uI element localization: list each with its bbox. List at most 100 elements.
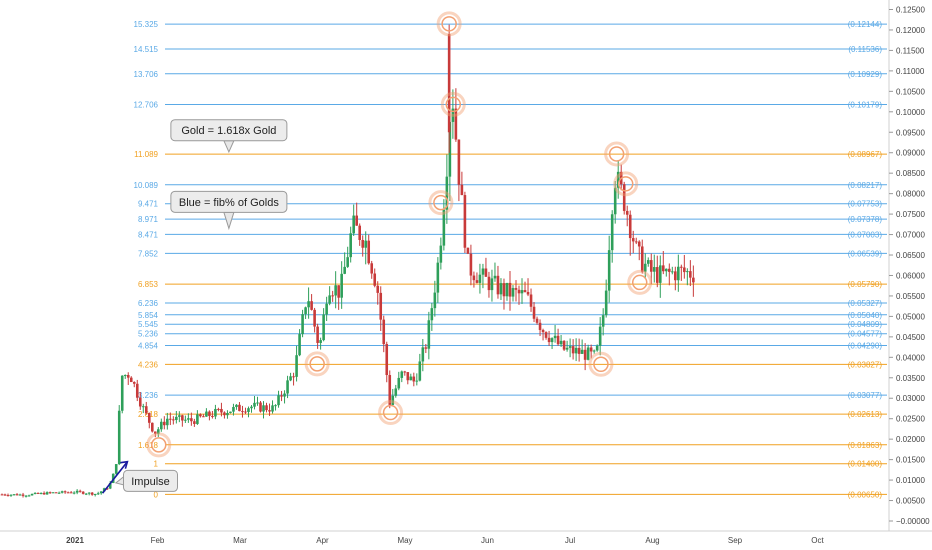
price-axis: −0.00000 0.00500 0.01000 0.01500 0.02000 0.02… bbox=[888, 0, 930, 531]
price-tick-label: −0.00000 bbox=[896, 517, 930, 526]
candle-body bbox=[220, 408, 223, 413]
candle-body bbox=[39, 492, 43, 494]
candle-body bbox=[105, 488, 109, 490]
fib-label-right: (0.04577) bbox=[848, 330, 883, 339]
candle-body bbox=[388, 375, 392, 405]
price-tick-label: 0.07500 bbox=[896, 210, 925, 219]
candle-body bbox=[493, 275, 497, 279]
candle-body bbox=[343, 266, 346, 274]
date-label: May bbox=[397, 536, 412, 545]
candle-body bbox=[547, 337, 551, 343]
candle-body bbox=[628, 214, 632, 239]
candle-body bbox=[460, 184, 464, 196]
fib-label-right: (0.00650) bbox=[848, 490, 883, 499]
candle-body bbox=[520, 290, 524, 294]
candle-body bbox=[268, 410, 271, 412]
price-tick-label: 0.01500 bbox=[896, 456, 925, 465]
candle-body bbox=[9, 494, 13, 496]
fib-label-right: (0.01400) bbox=[848, 460, 883, 469]
fib-label-right: (0.10179) bbox=[848, 100, 883, 109]
candle-body bbox=[60, 491, 64, 493]
candle-body bbox=[196, 414, 199, 424]
fib-label-right: (0.04809) bbox=[848, 320, 883, 329]
candle-body bbox=[331, 295, 334, 297]
candle-body bbox=[87, 492, 91, 494]
candle-body bbox=[223, 412, 226, 416]
candle-body bbox=[340, 273, 343, 298]
candle-body bbox=[451, 108, 455, 122]
price-tick-label: 0.12500 bbox=[896, 6, 925, 15]
candle-body bbox=[517, 289, 521, 294]
fib-label-right: (0.05790) bbox=[848, 280, 883, 289]
candle-body bbox=[123, 374, 127, 376]
candle-body bbox=[184, 419, 187, 421]
fib-label-right: (0.10929) bbox=[848, 70, 883, 79]
candle-body bbox=[298, 334, 301, 356]
candle-body bbox=[304, 307, 307, 315]
candle-body bbox=[102, 488, 106, 492]
fib-label-right: (0.08967) bbox=[848, 150, 883, 159]
candle-body bbox=[120, 375, 124, 411]
candle-body bbox=[202, 416, 205, 418]
candle-body bbox=[535, 318, 539, 323]
candle-body bbox=[514, 288, 518, 290]
candle-body bbox=[505, 282, 509, 297]
candle-body bbox=[117, 410, 121, 465]
candle-body bbox=[580, 349, 584, 354]
candle-body bbox=[57, 492, 61, 494]
fib-label-left: 1 bbox=[154, 460, 159, 469]
candle-body bbox=[21, 494, 25, 496]
fib-label-left: 13.706 bbox=[134, 70, 159, 79]
candle-body bbox=[283, 393, 286, 397]
candle-body bbox=[114, 464, 118, 474]
price-tick-label: 0.04000 bbox=[896, 353, 925, 362]
highlight-circle bbox=[441, 16, 457, 32]
price-tick-label: 0.06000 bbox=[896, 271, 925, 280]
candle-body bbox=[481, 268, 485, 275]
candle-body bbox=[93, 493, 97, 495]
candle-body bbox=[361, 239, 365, 248]
callout-box bbox=[170, 190, 288, 213]
highlight-circle bbox=[631, 274, 648, 291]
candle-body bbox=[259, 402, 262, 412]
candle-body bbox=[313, 309, 316, 327]
candle-body bbox=[409, 376, 413, 381]
candle-body bbox=[12, 494, 16, 496]
candle-body bbox=[454, 108, 458, 140]
candle-body bbox=[532, 306, 536, 319]
candle-body bbox=[30, 493, 34, 496]
candle-body bbox=[592, 350, 596, 352]
fib-label-left: 6.236 bbox=[138, 299, 159, 308]
candle-body bbox=[99, 491, 103, 494]
callout-box bbox=[123, 469, 178, 492]
candle-body bbox=[373, 273, 377, 286]
candle-body bbox=[144, 406, 148, 414]
date-label: 2021 bbox=[66, 536, 84, 545]
fib-label-right: (0.03827) bbox=[848, 360, 883, 369]
candle-body bbox=[586, 347, 590, 360]
candle-body bbox=[217, 408, 220, 410]
candle-body bbox=[652, 267, 656, 272]
candle-body bbox=[502, 283, 506, 297]
candle-body bbox=[661, 265, 665, 272]
candle-body bbox=[175, 416, 178, 420]
candle-body bbox=[295, 355, 298, 377]
highlight-circle bbox=[608, 146, 625, 162]
price-tick-label: 0.11000 bbox=[896, 67, 925, 76]
candle-body bbox=[346, 257, 349, 267]
fib-label-left: 5.854 bbox=[138, 311, 159, 320]
fib-label-left: 4.854 bbox=[138, 341, 159, 350]
candle-body bbox=[379, 292, 383, 320]
highlight-ring bbox=[604, 141, 630, 167]
candle-body bbox=[466, 247, 470, 254]
price-tick-label: 0.05000 bbox=[896, 312, 925, 321]
candle-body bbox=[48, 492, 52, 494]
fib-label-left: 8.971 bbox=[138, 215, 159, 224]
candle-body bbox=[18, 494, 22, 496]
circled-points bbox=[146, 11, 653, 458]
candle-body bbox=[138, 397, 142, 407]
callout-text: Impulse bbox=[131, 476, 170, 488]
candle-body bbox=[634, 241, 638, 243]
candle-body bbox=[607, 250, 611, 291]
